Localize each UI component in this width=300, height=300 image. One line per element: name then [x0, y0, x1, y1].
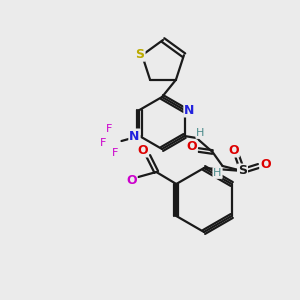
Text: O: O: [186, 140, 197, 154]
Text: F: F: [106, 124, 113, 134]
Text: O: O: [260, 158, 271, 170]
Text: S: S: [238, 164, 247, 178]
Text: N: N: [129, 130, 140, 142]
Text: F: F: [112, 148, 119, 158]
Text: S: S: [136, 48, 145, 61]
Text: F: F: [100, 138, 107, 148]
Text: N: N: [184, 103, 195, 116]
Text: O: O: [137, 143, 148, 157]
Text: H: H: [196, 128, 205, 138]
Text: H: H: [213, 168, 222, 178]
Text: O: O: [126, 173, 136, 187]
Text: O: O: [228, 143, 239, 157]
